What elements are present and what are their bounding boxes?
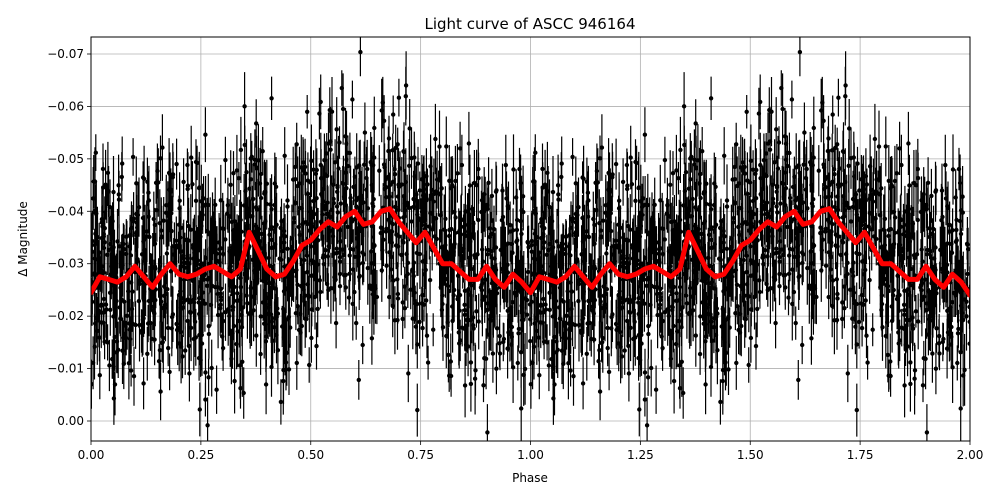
x-axis-ticks: 0.00 0.25 0.50 0.75 1.00 1.25 1.50 1.75 2.00 xyxy=(78,441,984,462)
x-tick-label: 0.75 xyxy=(407,448,434,462)
observation-points xyxy=(91,37,970,441)
binned-mean-curve xyxy=(91,206,970,298)
y-tick-label: −0.04 xyxy=(47,204,84,218)
x-tick-label: 0.50 xyxy=(297,448,324,462)
y-tick-label: −0.05 xyxy=(47,152,84,166)
y-tick-label: −0.02 xyxy=(47,309,84,323)
x-tick-label: 1.50 xyxy=(737,448,764,462)
y-axis-ticks: −0.07 −0.06 −0.05 −0.04 −0.03 −0.02 −0.01 0.00 xyxy=(47,47,91,428)
x-axis-label: Phase xyxy=(512,471,548,485)
x-tick-label: 0.00 xyxy=(78,448,105,462)
y-tick-label: −0.06 xyxy=(47,99,84,113)
x-tick-label: 1.75 xyxy=(847,448,874,462)
x-tick-label: 0.25 xyxy=(188,448,215,462)
y-tick-label: −0.01 xyxy=(47,362,84,376)
x-tick-label: 1.25 xyxy=(627,448,654,462)
y-tick-label: −0.03 xyxy=(47,257,84,271)
chart-title: Light curve of ASCC 946164 xyxy=(425,15,636,33)
y-tick-label: −0.07 xyxy=(47,47,84,61)
y-tick-label: 0.00 xyxy=(57,414,84,428)
y-axis-label: Δ Magnitude xyxy=(16,201,30,277)
x-tick-label: 1.00 xyxy=(517,448,544,462)
x-tick-label: 2.00 xyxy=(957,448,984,462)
